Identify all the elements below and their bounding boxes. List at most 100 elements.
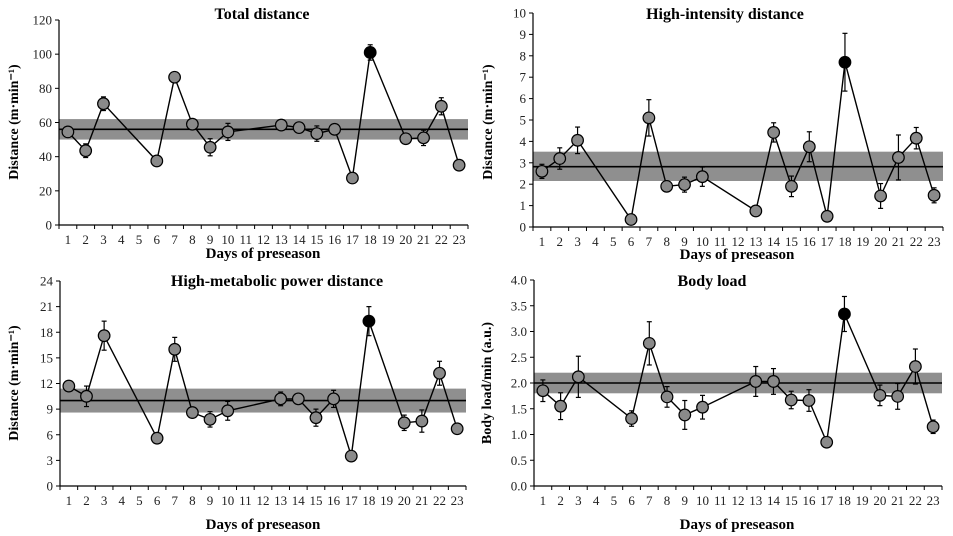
y-tick-label: 40 — [39, 149, 52, 164]
x-tick-label: 8 — [664, 493, 671, 508]
x-tick-label: 5 — [136, 232, 143, 247]
y-axis-label: Body load/min (a.u.) — [480, 322, 495, 444]
x-axis-label: Days of preseason — [680, 247, 795, 263]
x-axis-label: Days of preseason — [680, 517, 795, 533]
y-tick-label: 18 — [40, 325, 53, 340]
x-axis-label: Days of preseason — [206, 517, 321, 533]
x-tick-label: 13 — [275, 232, 288, 247]
data-point — [221, 125, 235, 139]
x-tick-label: 8 — [663, 234, 670, 249]
x-tick-label: 19 — [380, 493, 393, 508]
data-point — [185, 117, 199, 131]
data-point-highlight — [363, 46, 377, 59]
chart-title: Total distance — [215, 6, 310, 23]
x-tick-label: 14 — [767, 234, 781, 249]
x-tick-label: 8 — [189, 493, 196, 508]
x-tick-label: 13 — [749, 234, 762, 249]
x-tick-label: 9 — [681, 234, 688, 249]
data-point — [433, 366, 446, 380]
x-tick-label: 6 — [628, 234, 635, 249]
data-point — [642, 336, 656, 350]
y-tick-label: 100 — [33, 47, 53, 62]
x-tick-label: 20 — [398, 493, 411, 508]
y-tick-label: 24 — [40, 274, 54, 289]
x-tick-label: 17 — [345, 493, 359, 508]
data-point — [784, 393, 798, 407]
data-point — [344, 449, 358, 463]
x-tick-label: 15 — [785, 493, 798, 508]
x-tick-label: 13 — [749, 493, 762, 508]
x-tick-label: 21 — [415, 493, 428, 508]
data-point — [926, 420, 940, 434]
data-point — [909, 131, 923, 145]
x-tick-label: 11 — [239, 232, 252, 247]
data-point — [168, 342, 182, 356]
x-tick-label: 11 — [714, 234, 727, 249]
y-tick-label: 8 — [520, 48, 527, 63]
data-point — [97, 329, 111, 343]
data-point — [749, 375, 763, 388]
data-point — [310, 127, 324, 141]
x-tick-label: 9 — [207, 493, 214, 508]
chart-title: High-intensity distance — [646, 6, 804, 23]
x-tick-label: 12 — [257, 232, 270, 247]
x-tick-label: 23 — [453, 232, 466, 247]
data-point — [274, 118, 288, 132]
data-point — [908, 360, 922, 373]
y-tick-label: 60 — [39, 115, 52, 130]
y-tick-label: 3.5 — [511, 298, 527, 313]
data-point — [274, 392, 288, 406]
x-tick-label: 12 — [257, 493, 270, 508]
x-tick-label: 4 — [592, 234, 599, 249]
x-tick-label: 14 — [767, 493, 781, 508]
chart-high-intensity-distance: High-intensity distance Distance (m·min⁻… — [481, 6, 944, 263]
y-tick-label: 1.0 — [511, 427, 527, 442]
data-point — [695, 170, 709, 184]
x-tick-label: 18 — [364, 232, 377, 247]
data-point — [785, 179, 798, 193]
data-point — [767, 375, 780, 388]
data-point — [874, 189, 888, 203]
x-tick-label: 16 — [802, 493, 816, 508]
y-tick-label: 0 — [46, 218, 53, 233]
data-point — [536, 384, 550, 398]
x-tick-label: 3 — [575, 493, 582, 508]
data-point — [61, 125, 75, 139]
data-point — [221, 404, 235, 418]
y-tick-label: 7 — [520, 70, 527, 85]
data-point — [434, 99, 448, 113]
data-point — [97, 97, 110, 111]
x-tick-label: 5 — [136, 493, 143, 508]
y-tick-label: 12 — [40, 376, 53, 391]
data-point — [185, 406, 199, 419]
x-tick-label: 1 — [539, 234, 546, 249]
x-tick-label: 21 — [417, 232, 430, 247]
chart-body-load: Body load Body load/min (a.u.) Days of p… — [480, 273, 943, 533]
x-tick-label: 7 — [171, 493, 178, 508]
x-tick-label: 12 — [732, 234, 745, 249]
data-point — [678, 408, 692, 422]
data-point — [678, 178, 691, 192]
x-tick-label: 3 — [101, 493, 108, 508]
data-point — [397, 416, 411, 430]
x-tick-label: 3 — [100, 232, 107, 247]
x-tick-label: 1 — [540, 493, 547, 508]
x-tick-label: 2 — [557, 493, 564, 508]
data-point — [346, 171, 359, 185]
x-tick-label: 9 — [682, 493, 689, 508]
x-tick-label: 1 — [65, 232, 72, 247]
x-tick-label: 20 — [399, 232, 412, 247]
data-point — [150, 154, 164, 168]
y-tick-label: 0.5 — [511, 453, 527, 468]
y-tick-label: 2 — [520, 177, 527, 192]
y-tick-label: 4 — [520, 134, 527, 149]
data-point — [417, 131, 430, 145]
data-point — [62, 379, 76, 393]
x-tick-label: 23 — [927, 493, 940, 508]
y-axis-label: Distance (m·min⁻¹) — [481, 64, 496, 180]
data-point — [168, 70, 181, 84]
x-tick-label: 7 — [646, 234, 653, 249]
x-tick-label: 5 — [611, 493, 618, 508]
data-point — [327, 392, 341, 406]
y-tick-label: 21 — [40, 299, 53, 314]
